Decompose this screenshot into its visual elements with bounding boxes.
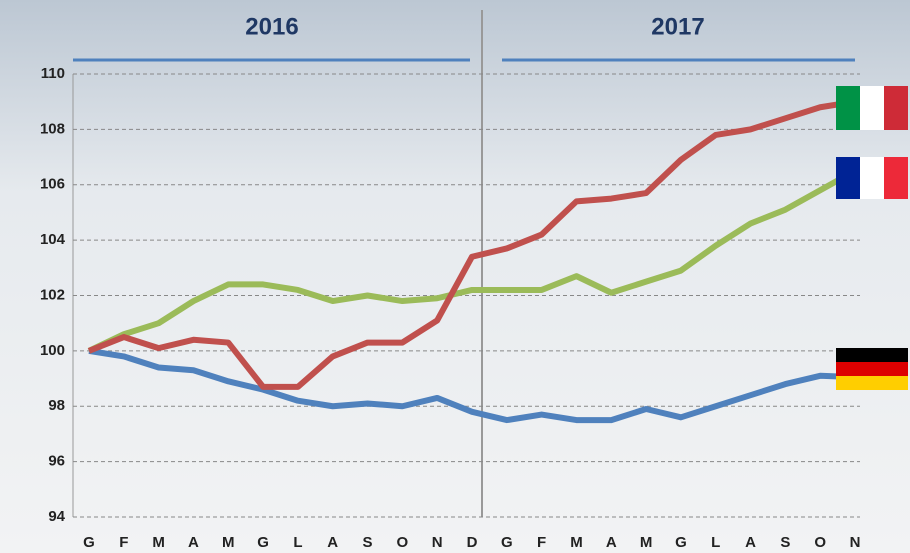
flags bbox=[836, 86, 908, 390]
series-line bbox=[87, 98, 856, 390]
x-tick-label: G bbox=[501, 534, 513, 551]
year-label: 2016 bbox=[245, 13, 298, 40]
year-label: 2017 bbox=[651, 13, 704, 40]
x-tick-label: A bbox=[188, 534, 199, 551]
flag-germany bbox=[836, 348, 908, 390]
y-tick-label: 106 bbox=[40, 176, 65, 193]
x-tick-label: M bbox=[222, 534, 235, 551]
y-tick-label: 104 bbox=[40, 231, 66, 248]
x-tick-label: A bbox=[745, 534, 756, 551]
x-tick-label: A bbox=[606, 534, 617, 551]
x-tick-label: M bbox=[570, 534, 583, 551]
x-tick-label: N bbox=[432, 534, 443, 551]
y-tick-label: 108 bbox=[40, 120, 65, 137]
series-line bbox=[87, 168, 857, 354]
y-tick-label: 96 bbox=[48, 453, 65, 470]
x-tick-label: F bbox=[119, 534, 128, 551]
x-tick-label: O bbox=[397, 534, 409, 551]
y-tick-label: 100 bbox=[40, 342, 65, 359]
y-tick-label: 98 bbox=[48, 397, 65, 414]
x-tick-label: D bbox=[467, 534, 478, 551]
flag-france bbox=[836, 157, 908, 199]
x-tick-label: G bbox=[83, 534, 95, 551]
x-tick-label: S bbox=[780, 534, 790, 551]
x-tick-label: L bbox=[293, 534, 302, 551]
x-tick-label: M bbox=[152, 534, 165, 551]
x-tick-label: G bbox=[257, 534, 269, 551]
x-tick-label: S bbox=[363, 534, 373, 551]
flag-italy bbox=[836, 86, 908, 130]
y-tick-label: 94 bbox=[48, 508, 65, 525]
x-tick-label: G bbox=[675, 534, 687, 551]
y-tick-label: 102 bbox=[40, 286, 65, 303]
x-tick-label: F bbox=[537, 534, 546, 551]
y-tick-label: 110 bbox=[41, 65, 65, 82]
x-tick-label: N bbox=[850, 534, 861, 551]
series-line bbox=[88, 347, 856, 424]
x-tick-label: A bbox=[327, 534, 338, 551]
x-tick-label: O bbox=[814, 534, 826, 551]
x-tick-label: L bbox=[711, 534, 720, 551]
x-tick-label: M bbox=[640, 534, 653, 551]
